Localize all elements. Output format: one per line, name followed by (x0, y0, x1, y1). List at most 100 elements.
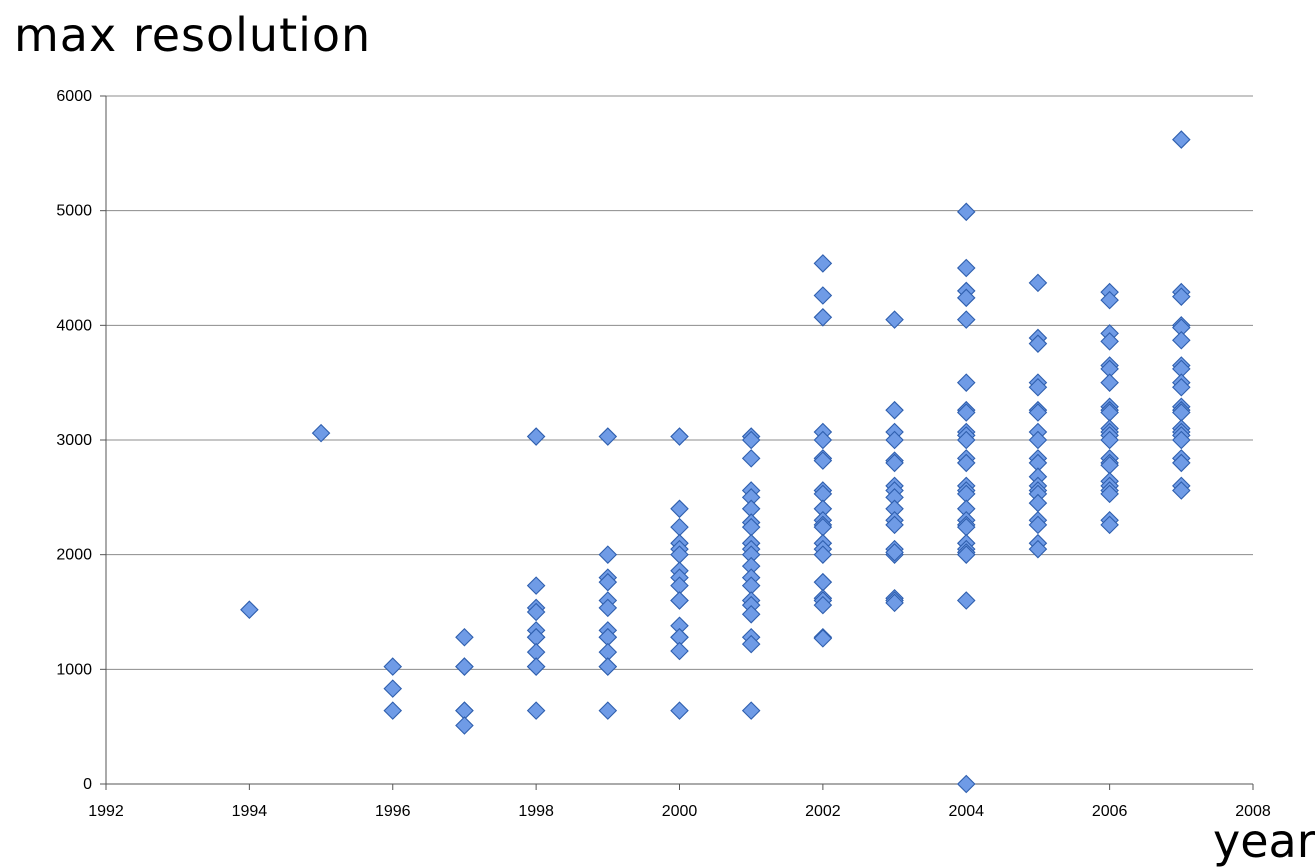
data-point (1172, 377, 1191, 397)
data-point (956, 373, 976, 392)
x-tick-label-1998: 1998 (518, 803, 554, 820)
x-tick-label-2000: 2000 (662, 803, 698, 820)
data-point (1100, 373, 1119, 392)
x-tick-label-1994: 1994 (232, 803, 268, 820)
data-point (383, 657, 403, 676)
data-point (956, 453, 976, 473)
data-point (1100, 430, 1119, 450)
data-point (383, 701, 403, 720)
data-point (885, 453, 904, 473)
data-point (598, 657, 618, 676)
data-point (455, 657, 474, 676)
x-tick-label-1992: 1992 (88, 803, 124, 820)
data-point (813, 308, 833, 327)
y-tick-label-3000: 3000 (56, 432, 92, 449)
y-tick-label-1000: 1000 (56, 661, 92, 678)
y-tick-label-5000: 5000 (56, 203, 92, 220)
data-point (1028, 515, 1048, 535)
data-point (956, 545, 976, 564)
data-point (1100, 290, 1119, 310)
axes (100, 95, 1254, 790)
y-tick-labels: 0 1000 2000 3000 4000 5000 6000 (56, 88, 92, 793)
data-point (956, 403, 976, 422)
data-point (1172, 481, 1191, 500)
data-point (956, 591, 976, 610)
data-point (311, 423, 331, 443)
data-point (670, 641, 689, 661)
data-point (813, 254, 833, 273)
data-point (1028, 430, 1048, 450)
data-point (813, 595, 833, 615)
data-point (741, 634, 761, 654)
data-point (455, 716, 474, 735)
data-point (1028, 334, 1048, 353)
data-point (813, 572, 833, 592)
x-tick-label-2008: 2008 (1235, 803, 1271, 820)
data-point (598, 427, 618, 446)
data-point (885, 430, 904, 450)
data-point (1100, 515, 1119, 535)
data-point (383, 679, 403, 698)
data-point (1100, 332, 1119, 351)
x-tick-label-2002: 2002 (805, 803, 841, 820)
data-point (670, 591, 689, 610)
data-point (1028, 403, 1048, 422)
data-point (1172, 287, 1191, 306)
data-point (741, 605, 761, 624)
x-tick-label-2006: 2006 (1092, 803, 1128, 820)
data-point (813, 430, 833, 450)
data-point (956, 430, 976, 450)
data-points (240, 130, 1191, 794)
data-point (956, 258, 976, 278)
data-point (1028, 539, 1048, 559)
y-tick-label-6000: 6000 (56, 88, 92, 105)
data-point (813, 286, 833, 305)
data-point (885, 593, 904, 613)
y-tick-label-0: 0 (83, 776, 92, 793)
data-point (813, 451, 833, 470)
data-point (741, 701, 761, 720)
data-point (1172, 430, 1191, 450)
data-point (741, 430, 761, 450)
data-point (526, 657, 546, 676)
y-tick-label-4000: 4000 (56, 317, 92, 334)
data-point (956, 310, 976, 329)
data-point (1028, 377, 1048, 397)
data-point (885, 515, 904, 535)
data-point (741, 449, 761, 468)
data-point (526, 701, 546, 720)
data-point (813, 545, 833, 564)
data-point (455, 627, 474, 647)
data-point (670, 499, 689, 519)
data-point (956, 202, 976, 222)
data-point (1100, 484, 1119, 504)
data-point (526, 576, 546, 595)
data-point (813, 629, 833, 648)
data-point (670, 701, 689, 720)
data-point (240, 600, 259, 619)
data-point (1028, 273, 1048, 293)
data-point (526, 602, 546, 622)
data-point (956, 774, 976, 794)
data-point (598, 598, 618, 618)
x-tick-labels: 1992 1994 1996 1998 2000 2002 2004 2006 2008 (88, 803, 1271, 820)
data-point (670, 517, 689, 537)
data-point (598, 572, 618, 592)
data-point (598, 701, 618, 720)
data-point (526, 427, 546, 446)
data-point (1172, 453, 1191, 473)
data-point (1172, 330, 1191, 350)
x-axis-label: year (1213, 814, 1315, 867)
data-point (885, 310, 904, 329)
data-point (598, 545, 618, 564)
data-point (956, 288, 976, 308)
data-point (670, 427, 689, 446)
chart-title: max resolution (14, 8, 372, 62)
data-point (1172, 130, 1191, 149)
y-tick-label-2000: 2000 (56, 547, 92, 564)
data-point (885, 543, 904, 562)
data-point (885, 400, 904, 420)
x-tick-label-2004: 2004 (948, 803, 984, 820)
x-tick-label-1996: 1996 (375, 803, 411, 820)
